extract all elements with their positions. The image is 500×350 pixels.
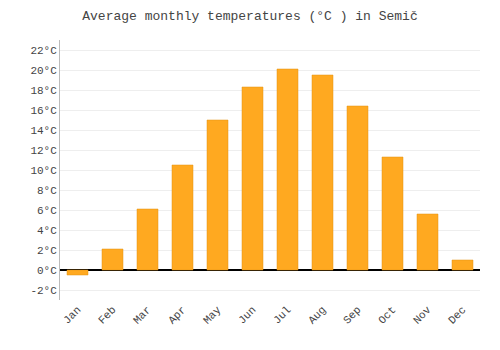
svg-text:Feb: Feb bbox=[96, 304, 118, 326]
svg-text:16°C: 16°C bbox=[30, 105, 57, 117]
svg-text:4°C: 4°C bbox=[37, 225, 57, 237]
svg-text:Aug: Aug bbox=[306, 304, 328, 326]
svg-text:Average monthly temperatures (: Average monthly temperatures (°C ) in Se… bbox=[82, 9, 417, 24]
svg-text:Jul: Jul bbox=[271, 304, 293, 326]
svg-text:14°C: 14°C bbox=[30, 125, 57, 137]
svg-text:2°C: 2°C bbox=[37, 245, 57, 257]
svg-text:May: May bbox=[201, 304, 224, 327]
svg-text:Apr: Apr bbox=[166, 304, 188, 326]
svg-text:22°C: 22°C bbox=[30, 45, 57, 57]
svg-text:Dec: Dec bbox=[446, 304, 468, 326]
svg-text:Jan: Jan bbox=[61, 304, 83, 326]
svg-text:Oct: Oct bbox=[376, 304, 398, 326]
svg-text:12°C: 12°C bbox=[30, 145, 57, 157]
svg-text:Mar: Mar bbox=[131, 304, 153, 326]
svg-text:0°C: 0°C bbox=[37, 265, 57, 277]
svg-text:6°C: 6°C bbox=[37, 205, 57, 217]
svg-text:8°C: 8°C bbox=[37, 185, 57, 197]
svg-text:20°C: 20°C bbox=[30, 65, 57, 77]
svg-text:18°C: 18°C bbox=[30, 85, 57, 97]
svg-text:Sep: Sep bbox=[341, 304, 363, 326]
svg-text:Nov: Nov bbox=[411, 304, 434, 327]
svg-text:-2°C: -2°C bbox=[30, 285, 57, 297]
svg-text:10°C: 10°C bbox=[30, 165, 57, 177]
svg-text:Jun: Jun bbox=[236, 304, 258, 326]
